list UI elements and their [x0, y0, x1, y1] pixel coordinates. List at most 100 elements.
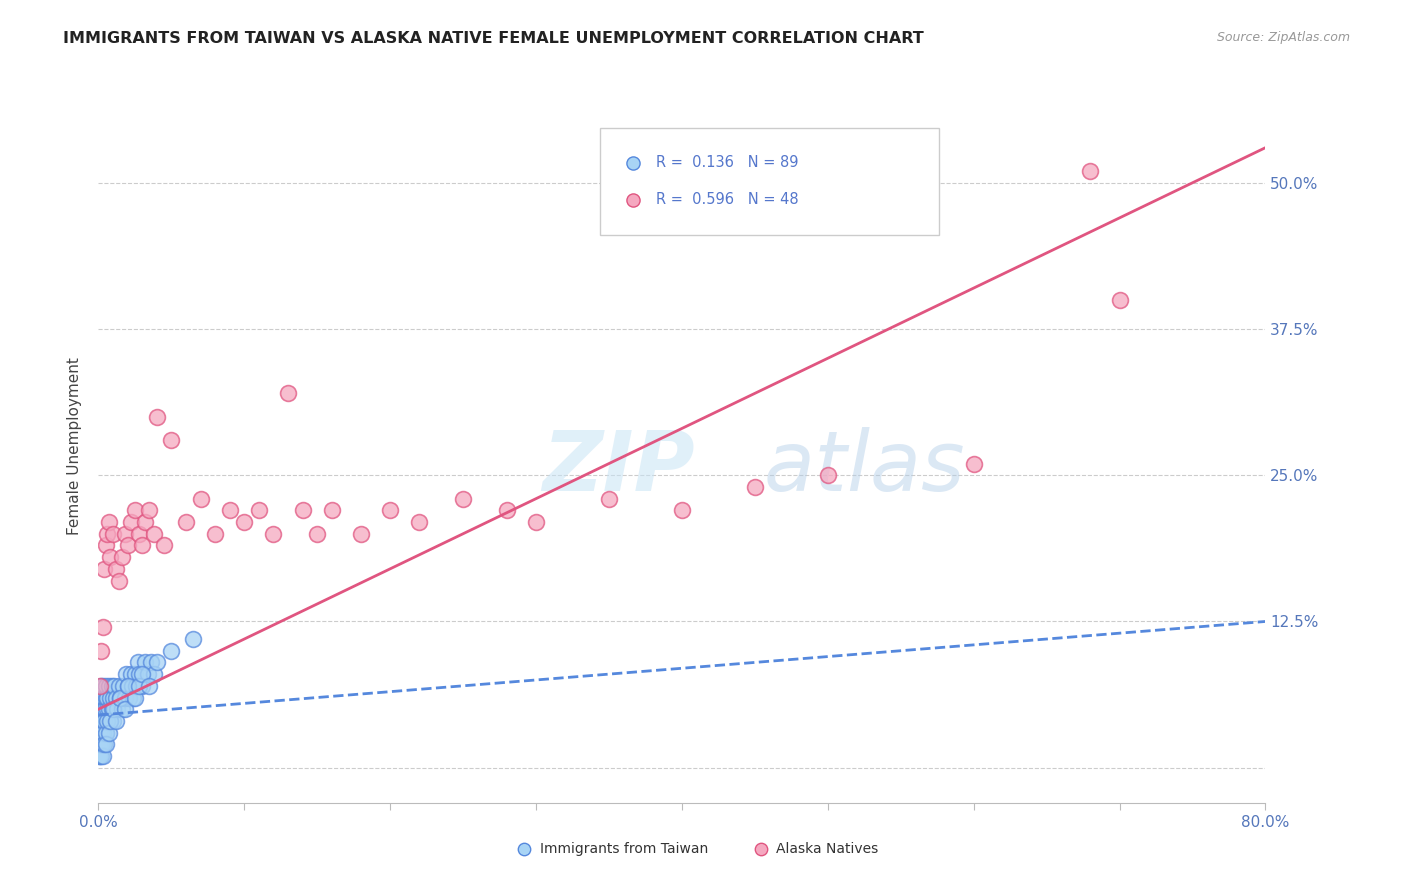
Point	[139, 656, 162, 670]
Point	[131, 679, 153, 693]
Point	[103, 679, 125, 693]
Point	[96, 690, 118, 705]
Point	[111, 550, 134, 565]
Point	[91, 714, 114, 728]
Point	[90, 679, 112, 693]
Point	[136, 667, 159, 681]
Point	[89, 749, 111, 764]
Point	[89, 737, 111, 751]
Point	[94, 725, 117, 739]
Point	[122, 690, 145, 705]
Point	[91, 725, 114, 739]
Point	[91, 620, 114, 634]
Point	[90, 725, 112, 739]
Point	[111, 702, 134, 716]
Point	[131, 538, 153, 552]
Point	[93, 562, 115, 576]
Point	[233, 515, 256, 529]
Point	[105, 702, 128, 716]
Point	[120, 667, 142, 681]
Point	[89, 737, 111, 751]
Point	[117, 679, 139, 693]
Point	[94, 737, 117, 751]
Point	[89, 714, 111, 728]
Point	[90, 725, 112, 739]
Point	[114, 702, 136, 716]
Point	[89, 725, 111, 739]
Point	[89, 679, 111, 693]
Point	[277, 386, 299, 401]
Point	[204, 526, 226, 541]
Point	[146, 656, 169, 670]
Point	[307, 526, 329, 541]
Point	[121, 679, 143, 693]
Point	[94, 714, 117, 728]
Point	[94, 725, 117, 739]
Point	[100, 702, 122, 716]
Point	[495, 503, 517, 517]
Point	[101, 526, 124, 541]
Point	[101, 690, 124, 705]
Point	[91, 737, 114, 751]
Point	[181, 632, 204, 646]
Point	[146, 409, 169, 424]
Point	[153, 538, 176, 552]
Point	[96, 702, 118, 716]
Point	[118, 690, 141, 705]
Text: Immigrants from Taiwan: Immigrants from Taiwan	[540, 842, 707, 856]
Point	[110, 690, 132, 705]
Text: Source: ZipAtlas.com: Source: ZipAtlas.com	[1216, 31, 1350, 45]
Point	[131, 667, 153, 681]
Point	[160, 433, 183, 447]
Point	[104, 690, 127, 705]
Point	[291, 503, 314, 517]
Point	[124, 667, 146, 681]
Point	[91, 690, 114, 705]
Point	[93, 737, 115, 751]
Point	[1080, 164, 1102, 178]
Point	[817, 468, 839, 483]
Point	[90, 644, 112, 658]
Point	[125, 679, 148, 693]
Point	[91, 679, 114, 693]
Point	[93, 702, 115, 716]
Point	[247, 503, 270, 517]
Point	[142, 526, 165, 541]
Point	[97, 725, 120, 739]
Point	[138, 679, 160, 693]
Text: R =  0.596   N = 48: R = 0.596 N = 48	[657, 193, 799, 207]
Point	[451, 491, 474, 506]
Point	[91, 702, 114, 716]
Point	[98, 550, 121, 565]
Point	[98, 714, 121, 728]
Point	[90, 725, 112, 739]
Point	[90, 749, 112, 764]
Point	[134, 515, 156, 529]
Point	[408, 515, 430, 529]
FancyBboxPatch shape	[600, 128, 939, 235]
Point	[90, 714, 112, 728]
Point	[138, 503, 160, 517]
Point	[98, 690, 121, 705]
Point	[114, 526, 136, 541]
Point	[110, 690, 132, 705]
Point	[101, 714, 124, 728]
Point	[90, 702, 112, 716]
Point	[94, 702, 117, 716]
Point	[97, 702, 120, 716]
Point	[124, 690, 146, 705]
Point	[94, 538, 117, 552]
Point	[134, 656, 156, 670]
Point	[174, 515, 197, 529]
Point	[128, 679, 150, 693]
Point	[97, 515, 120, 529]
Point	[218, 503, 240, 517]
Point	[117, 679, 139, 693]
Point	[94, 690, 117, 705]
Point	[93, 714, 115, 728]
Point	[128, 667, 150, 681]
Point	[671, 503, 693, 517]
Point	[96, 714, 118, 728]
Point	[112, 679, 135, 693]
Point	[90, 737, 112, 751]
